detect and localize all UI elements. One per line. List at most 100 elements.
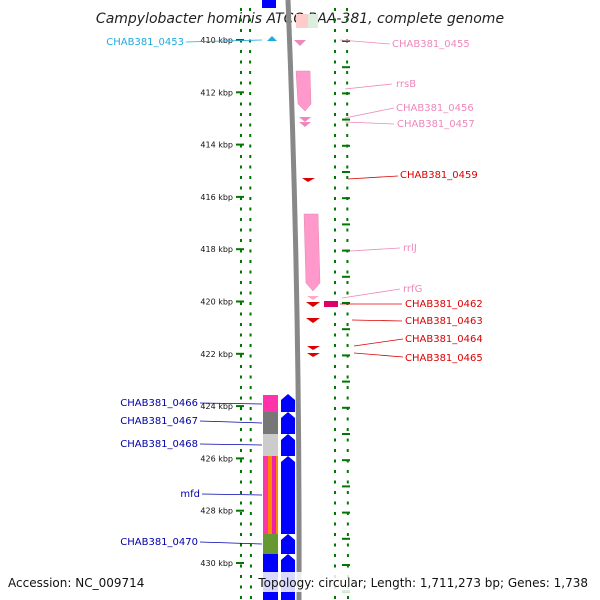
- guide-dot: [249, 575, 252, 578]
- guide-dot: [346, 281, 349, 284]
- guide-dot: [346, 554, 349, 557]
- guide-dot: [334, 554, 336, 557]
- feature-0456: [299, 117, 311, 122]
- guide-dot: [334, 260, 336, 263]
- guide-dot: [346, 501, 349, 505]
- guide-dot: [240, 575, 242, 578]
- feature-0459: [302, 178, 315, 182]
- guide-dot: [249, 102, 252, 106]
- guide-dot: [240, 176, 242, 179]
- guide-dot: [249, 176, 252, 179]
- guide-dot: [240, 501, 242, 505]
- guide-dot: [346, 375, 349, 379]
- guide-dot: [240, 197, 242, 200]
- guide-dot: [249, 323, 252, 326]
- guide-dot: [249, 585, 252, 589]
- guide-dot: [240, 585, 242, 589]
- guide-dot: [249, 239, 252, 242]
- label-0465: CHAB381_0465: [405, 353, 483, 364]
- leader-0455: [339, 39, 391, 45]
- feature-0455-arrow: [294, 40, 306, 46]
- major-tick: [236, 562, 244, 564]
- guide-dot: [334, 176, 336, 179]
- guide-dot: [249, 18, 252, 22]
- guide-dot: [334, 438, 336, 442]
- tick-label: 418 kbp: [200, 245, 233, 254]
- label-0466: CHAB381_0466: [120, 398, 198, 409]
- guide-dot: [249, 564, 252, 568]
- track-0466-pink: [263, 395, 278, 412]
- guide-dot: [249, 8, 252, 11]
- guide-dot: [249, 92, 252, 95]
- guide-dot: [240, 113, 242, 116]
- guide-dot: [249, 491, 252, 494]
- guide-dot: [346, 386, 349, 389]
- guide-dot: [334, 333, 336, 337]
- guide-dot: [240, 239, 242, 242]
- minor-tick: [342, 92, 350, 95]
- leader-0463: [351, 319, 403, 322]
- minor-tick: [342, 223, 350, 226]
- guide-dot: [346, 134, 349, 137]
- feature-top-pink: [296, 14, 308, 28]
- guide-dot: [334, 470, 336, 473]
- label-0462: CHAB381_0462: [405, 299, 483, 310]
- leader-0468: [199, 443, 263, 446]
- guide-dot: [334, 417, 336, 421]
- guide-dot: [240, 60, 242, 64]
- guide-dot: [249, 375, 252, 379]
- guide-dot: [249, 354, 252, 358]
- guide-dot: [334, 375, 336, 379]
- guide-dot: [346, 438, 349, 442]
- guide-dot: [249, 459, 252, 463]
- guide-dot: [240, 134, 242, 137]
- guide-dot: [334, 207, 336, 211]
- feature-rrlJ: [303, 213, 321, 292]
- feature-rrsB: [295, 70, 312, 112]
- guide-dot: [240, 375, 242, 379]
- guide-dot: [240, 344, 242, 347]
- label-0453: CHAB381_0453: [106, 37, 184, 48]
- guide-dot: [249, 396, 252, 400]
- minor-tick: [342, 171, 350, 173]
- guide-dot: [249, 302, 252, 305]
- label-0468: CHAB381_0468: [120, 439, 198, 450]
- guide-dot: [240, 428, 242, 431]
- guide-dot: [346, 123, 349, 127]
- guide-dot: [334, 81, 336, 85]
- guide-dot: [346, 50, 349, 53]
- guide-dot: [334, 564, 336, 568]
- guide-dot: [334, 218, 336, 221]
- gene-arrow-0470: [281, 534, 295, 554]
- guide-dot: [249, 344, 252, 347]
- guide-dot: [334, 480, 336, 484]
- minor-tick: [342, 275, 350, 278]
- guide-dot: [240, 249, 242, 253]
- guide-dot: [240, 564, 242, 568]
- guide-dot: [334, 155, 336, 158]
- guide-dot: [334, 365, 336, 368]
- guide-dot: [249, 512, 252, 515]
- accession-text: Accession: NC_009714: [8, 576, 144, 590]
- guide-dot: [346, 8, 349, 11]
- guide-dot: [334, 123, 336, 127]
- guide-dot: [240, 123, 242, 127]
- guide-dot: [249, 134, 252, 137]
- guide-dot: [334, 491, 336, 494]
- guide-dot: [346, 270, 349, 274]
- guide-dot: [240, 417, 242, 421]
- guide-dot: [346, 470, 349, 473]
- major-tick: [236, 195, 244, 198]
- guide-dot: [249, 165, 252, 169]
- feature-0462: [306, 302, 320, 307]
- tick-label: 426 kbp: [200, 454, 233, 463]
- guide-dot: [240, 186, 242, 190]
- guide-dot: [334, 165, 336, 169]
- guide-dot: [346, 155, 349, 158]
- guide-dot: [334, 186, 336, 190]
- guide-dot: [249, 449, 252, 452]
- guide-dot: [240, 522, 242, 526]
- guide-dot: [249, 249, 252, 253]
- minor-tick: [342, 40, 350, 42]
